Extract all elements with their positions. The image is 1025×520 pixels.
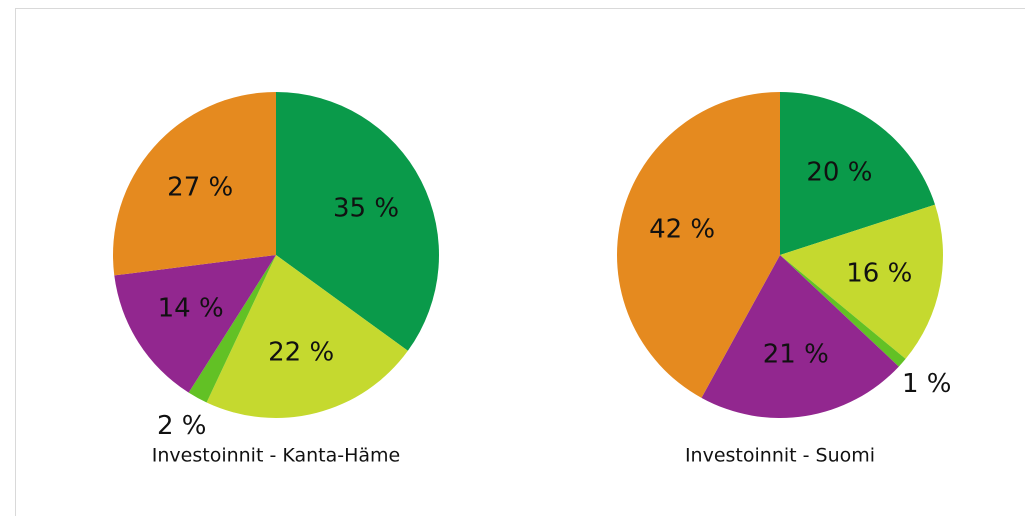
- value-label: 16 %: [846, 258, 912, 288]
- value-label: 22 %: [268, 337, 334, 367]
- chart-title: Investoinnit - Kanta-Häme: [152, 445, 400, 467]
- value-label: 21 %: [763, 339, 829, 369]
- value-label: 27 %: [167, 173, 233, 203]
- value-label: 2 %: [157, 411, 207, 441]
- value-label: 35 %: [333, 194, 399, 224]
- value-label: 14 %: [158, 294, 224, 324]
- chart-title: Investoinnit - Suomi: [685, 445, 875, 467]
- value-label: 1 %: [902, 369, 952, 399]
- value-label: 20 %: [806, 158, 872, 188]
- value-label: 42 %: [649, 214, 715, 244]
